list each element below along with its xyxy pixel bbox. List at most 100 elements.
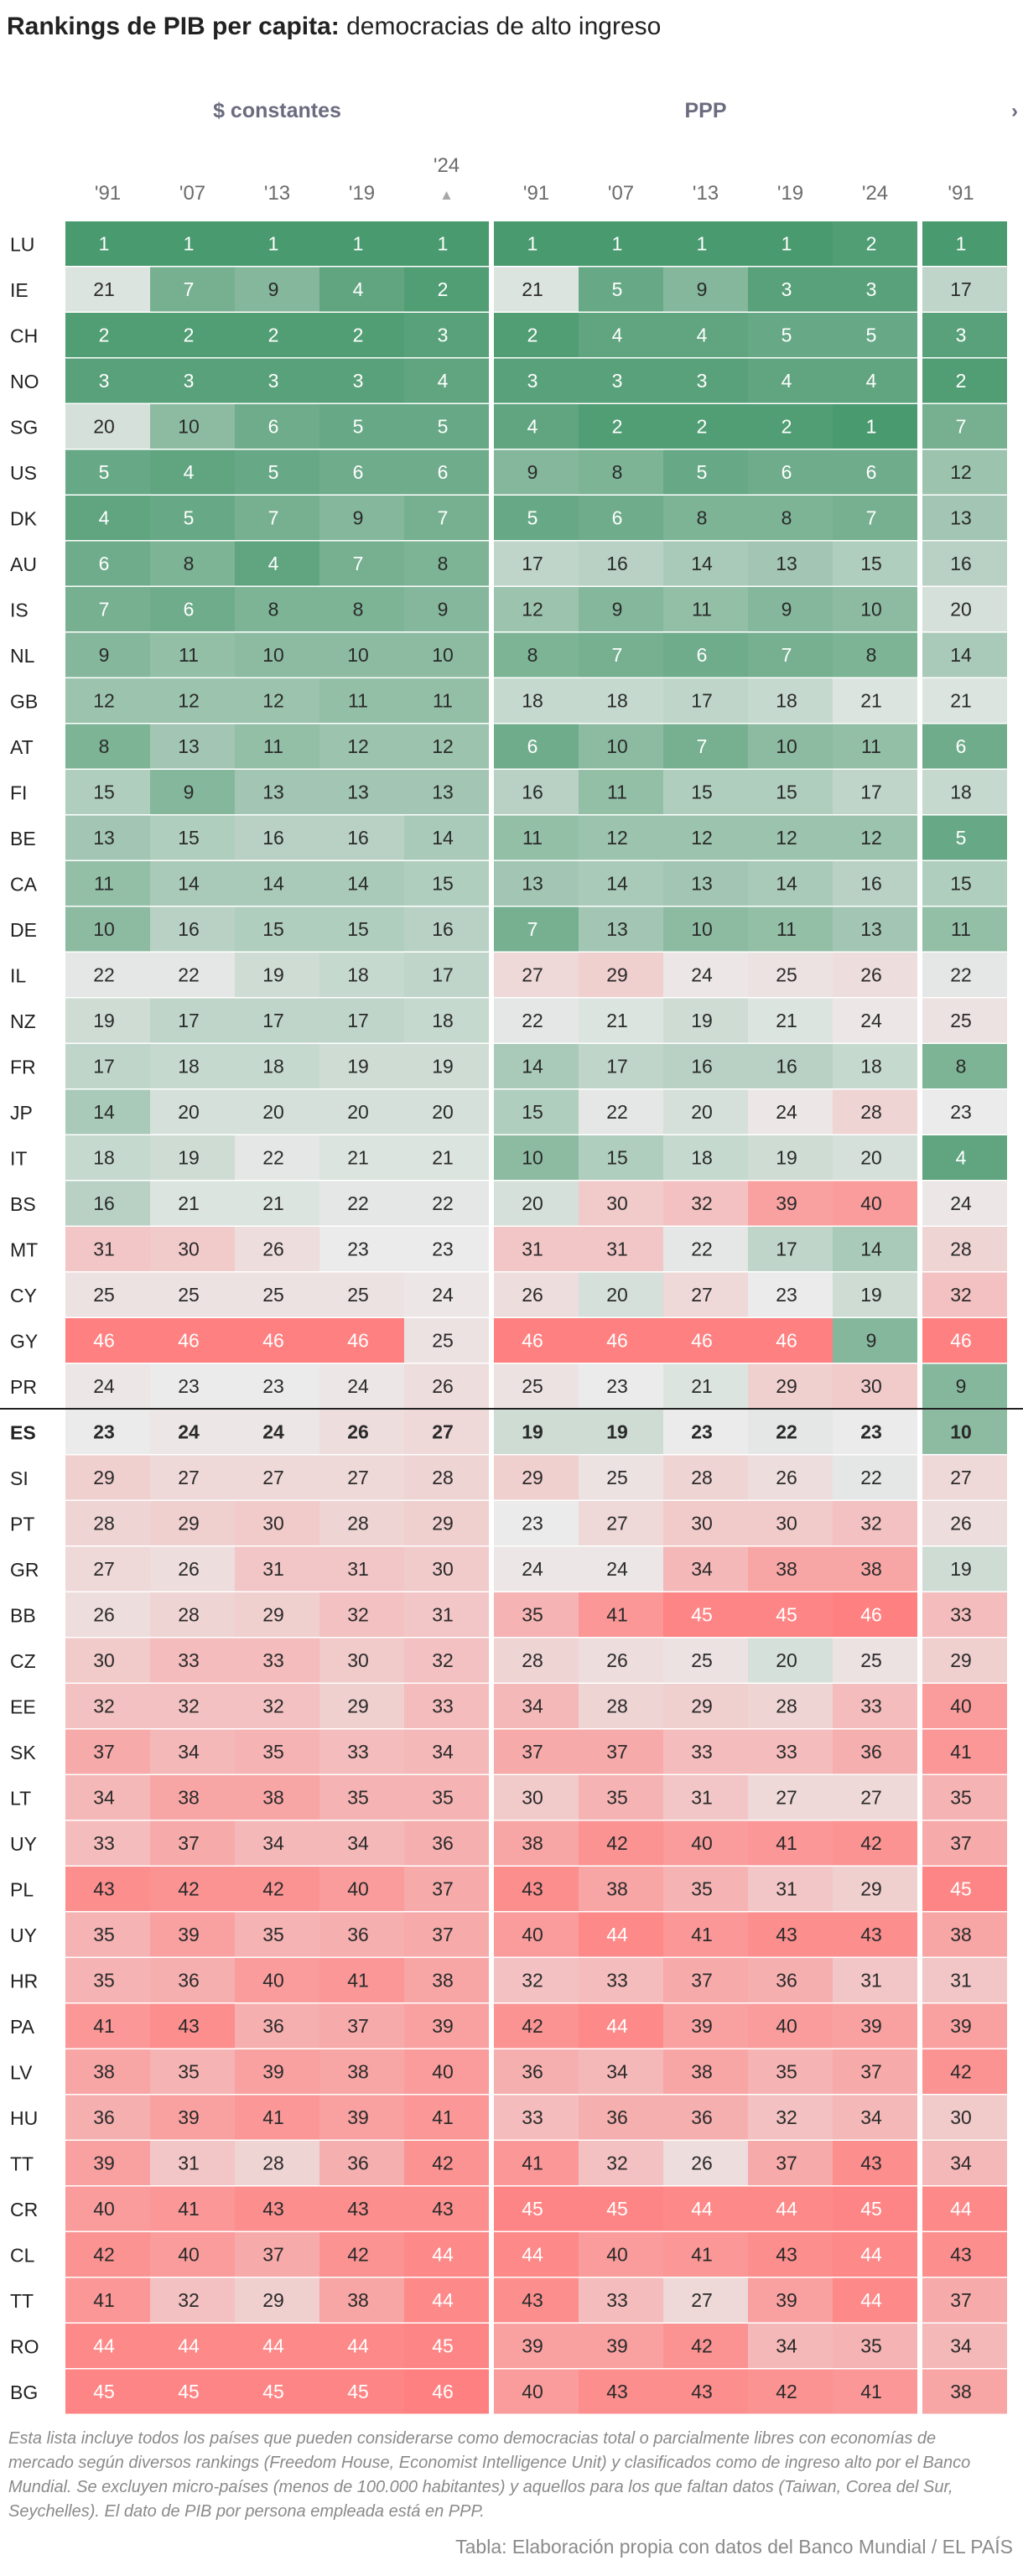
cell-value: 7 <box>527 918 538 940</box>
cell-value: 39 <box>432 2015 454 2037</box>
heat-cell <box>833 1318 917 1363</box>
cell-value: 16 <box>606 553 628 574</box>
heat-cell <box>922 1867 1007 1911</box>
cell-value: 44 <box>606 1924 628 1945</box>
cell-value: 7 <box>438 506 449 528</box>
heat-cell <box>150 2141 235 2185</box>
cell-value: 24 <box>522 1558 543 1580</box>
cell-value: 30 <box>950 2106 972 2128</box>
cell-value: 10 <box>860 598 882 620</box>
cell-value: 11 <box>179 644 199 666</box>
cell-value: 10 <box>178 415 200 437</box>
heat-cell <box>494 1501 579 1545</box>
heat-cell <box>319 2324 404 2368</box>
heat-cell <box>65 2186 150 2231</box>
year-header: '91 <box>523 182 549 205</box>
cell-value: 28 <box>522 1649 543 1671</box>
cell-value: 14 <box>522 1055 543 1077</box>
cell-value: 27 <box>93 1558 115 1580</box>
heat-cell <box>663 1410 748 1454</box>
cell-value: 38 <box>950 2381 972 2402</box>
cell-value: 4 <box>866 370 877 392</box>
heat-cell <box>65 1135 150 1180</box>
cell-value: 19 <box>93 1010 115 1031</box>
heat-cell <box>319 1775 404 1820</box>
heat-cell <box>922 998 1007 1043</box>
heat-cell <box>663 449 748 495</box>
heat-cell <box>494 2141 579 2185</box>
cell-value: 25 <box>262 1284 284 1306</box>
heat-cell <box>748 2049 833 2094</box>
heat-cell <box>404 1044 489 1088</box>
cell-value: 13 <box>432 781 454 802</box>
country-label: TT <box>10 2290 34 2312</box>
cell-value: 6 <box>268 415 279 437</box>
cell-value: 41 <box>93 2015 115 2037</box>
cell-value: 4 <box>438 370 449 392</box>
cell-value: 12 <box>860 827 882 849</box>
heat-cell <box>663 2049 748 2094</box>
cell-value: 21 <box>776 1010 797 1031</box>
cell-value: 23 <box>950 1101 972 1123</box>
heat-cell <box>833 678 917 723</box>
heat-cell <box>319 358 404 403</box>
cell-value: 11 <box>433 689 453 711</box>
cell-value: 20 <box>262 1101 284 1123</box>
cell-value: 41 <box>178 2198 200 2220</box>
cell-value: 11 <box>348 689 368 711</box>
heat-cell <box>579 2141 663 2185</box>
heat-cell <box>494 1867 579 1911</box>
heat-cell <box>922 815 1007 860</box>
cell-value: 18 <box>950 781 972 802</box>
cell-value: 5 <box>438 415 449 437</box>
heat-cell <box>579 632 663 678</box>
heat-cell <box>579 449 663 495</box>
heat-cell <box>833 267 917 312</box>
heat-cell <box>235 1089 319 1135</box>
heat-cell <box>579 1775 663 1820</box>
cell-value: 42 <box>860 1832 882 1854</box>
cell-value: 42 <box>178 1877 200 1899</box>
cell-value: 32 <box>262 1695 284 1716</box>
cell-value: 12 <box>606 827 628 849</box>
heat-cell <box>150 1363 235 1409</box>
cell-value: 21 <box>691 1375 713 1397</box>
cell-value: 44 <box>860 2289 882 2311</box>
heat-cell <box>65 1867 150 1911</box>
cell-value: 43 <box>93 1877 115 1899</box>
cell-value: 29 <box>606 963 628 985</box>
heat-cell <box>65 1638 150 1683</box>
heat-cell <box>922 1592 1007 1637</box>
cell-value: 41 <box>691 1924 713 1945</box>
cell-value: 33 <box>347 1741 369 1763</box>
heat-cell <box>922 2141 1007 2185</box>
cell-value: 42 <box>347 2243 369 2265</box>
cell-value: 29 <box>262 1603 284 1625</box>
cell-value: 32 <box>606 2152 628 2174</box>
cell-value: 1 <box>438 232 449 254</box>
heat-cell <box>404 1684 489 1728</box>
heat-cell <box>922 1410 1007 1454</box>
cell-value: 11 <box>522 827 543 849</box>
heat-cell <box>663 724 748 769</box>
cell-value: 5 <box>697 461 708 483</box>
heat-cell <box>235 724 319 769</box>
year-header: '91 <box>948 182 974 205</box>
heat-cell <box>579 1455 663 1500</box>
country-label: GR <box>10 1559 39 1581</box>
cell-value: 19 <box>347 1055 369 1077</box>
year-header: '07 <box>608 182 634 205</box>
cell-value: 2 <box>438 278 449 300</box>
heat-cell <box>663 953 748 997</box>
cell-value: 25 <box>950 1010 972 1031</box>
heat-cell <box>319 1592 404 1637</box>
cell-value: 1 <box>697 232 708 254</box>
heat-cell <box>748 2277 833 2323</box>
heat-cell <box>319 1729 404 1774</box>
heat-cell <box>833 1501 917 1545</box>
heat-cell <box>579 2232 663 2277</box>
cell-value: 41 <box>691 2243 713 2265</box>
heat-cell <box>404 2186 489 2231</box>
cell-value: 21 <box>93 278 115 300</box>
country-label: CY <box>10 1285 37 1306</box>
